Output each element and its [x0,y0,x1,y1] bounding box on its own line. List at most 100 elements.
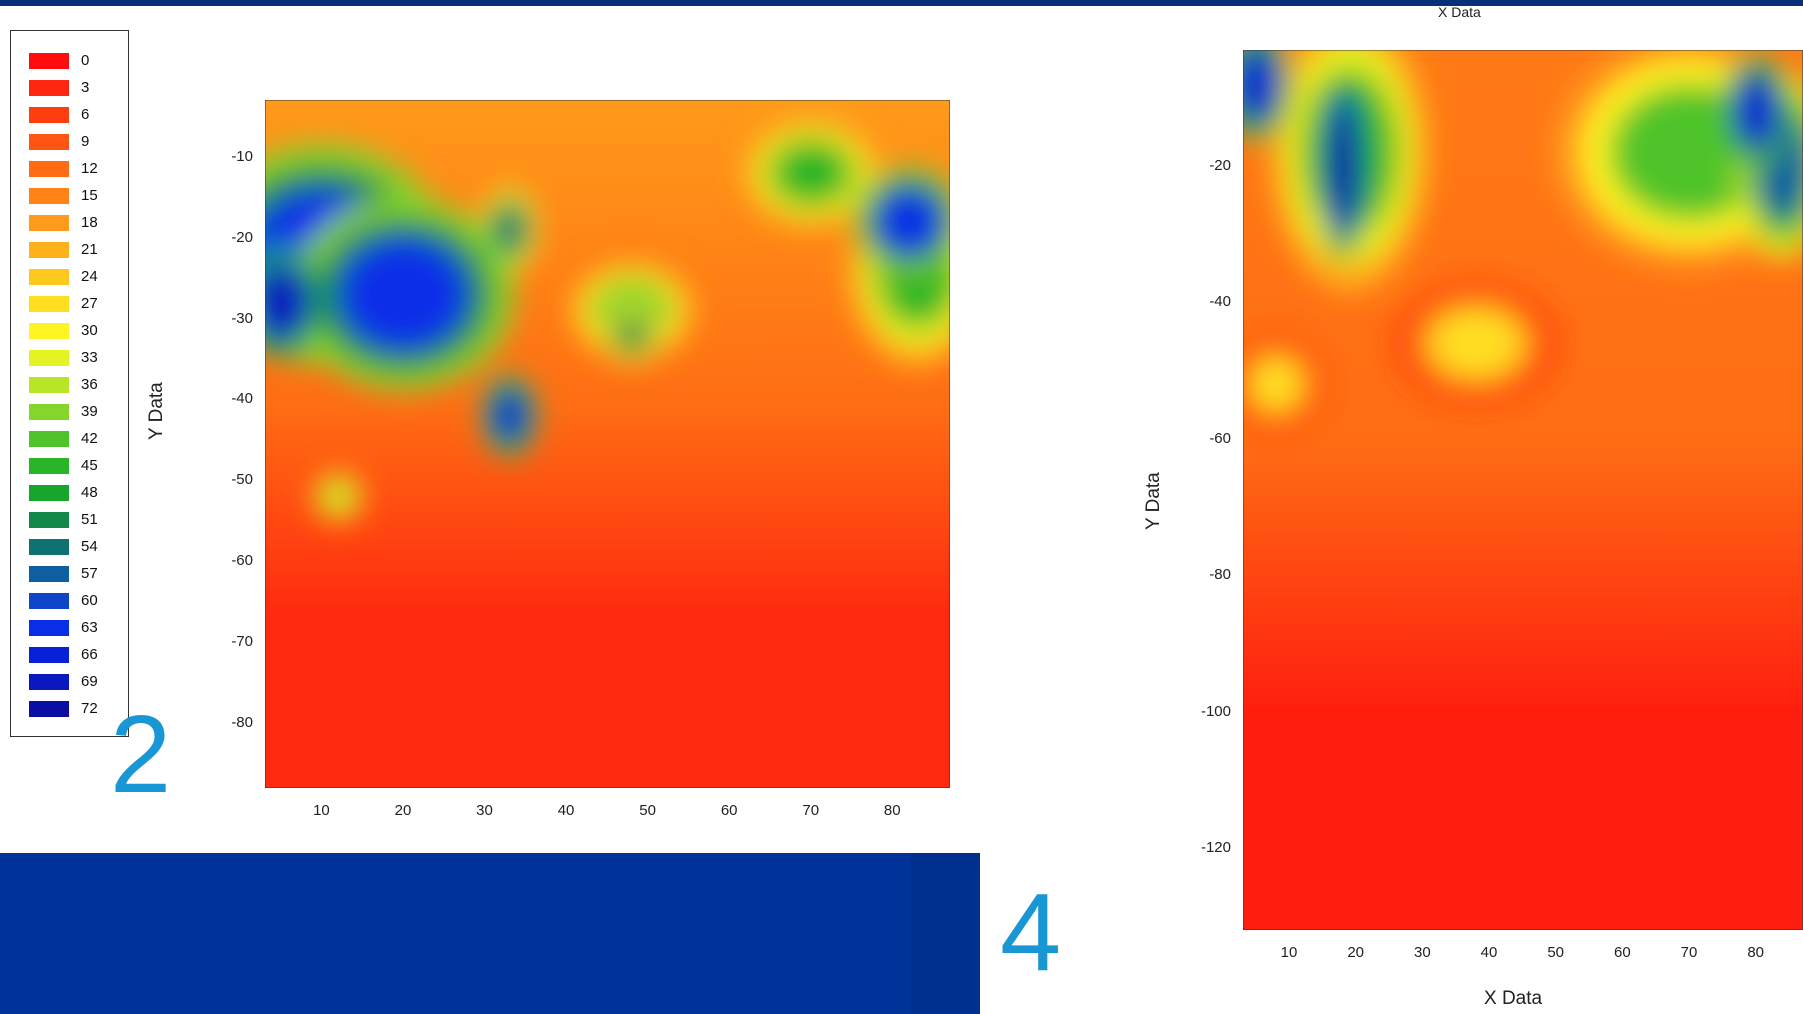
y-tick-label: -20 [1209,156,1231,174]
legend-swatch [29,593,69,609]
x-tick-label: 50 [1547,944,1565,961]
heatmap-hotspot [1736,77,1777,146]
legend-swatch [29,431,69,447]
x-tick-label: 70 [802,802,820,819]
heatmap-hotspot [322,480,355,513]
x-tick-label: 50 [639,802,656,819]
y-tick-label: -60 [231,552,253,570]
legend-item: 54 [29,537,129,557]
legend-label: 6 [81,106,90,123]
slide-number-4: 4 [1000,871,1062,994]
y-tick-label: -30 [231,309,253,327]
legend-item: 3 [29,78,129,98]
legend-item: 9 [29,132,129,152]
legend-item: 48 [29,483,129,503]
x-tick-label: 70 [1680,944,1698,961]
x-tick-label: 10 [1280,944,1298,961]
legend-swatch [29,80,69,96]
x-tick-label: 60 [720,802,738,819]
chart2-x-axis-title: X Data [1484,988,1543,1009]
y-tick-label: -10 [231,147,253,165]
legend-swatch [29,242,69,258]
legend-item: 39 [29,402,129,422]
legend-item: 66 [29,645,129,665]
legend-item: 24 [29,267,129,287]
legend-item: 63 [29,618,129,638]
heatmap-hotspot [1329,111,1357,221]
legend-swatch [29,566,69,582]
legend-item: 0 [29,51,129,71]
chart1-y-axis-title: Y Data [146,382,167,440]
legend-swatch [29,350,69,366]
legend-swatch [29,377,69,393]
legend-label: 36 [81,376,98,393]
legend-swatch [29,323,69,339]
legend-item: 36 [29,375,129,395]
legend-swatch [29,458,69,474]
legend-label: 9 [81,133,90,150]
x-tick-label: 30 [1414,944,1431,961]
y-tick-label: -40 [1209,293,1231,311]
legend-item: 21 [29,240,129,260]
chart2-y-axis-title: Y Data [1143,472,1164,530]
legend-label: 54 [81,538,98,555]
legend-label: 39 [81,403,98,420]
legend-label: 24 [81,268,98,285]
y-tick-label: -100 [1200,702,1231,720]
heatmap-hotspot [615,318,649,351]
legend-swatch [29,53,69,69]
legend-label: 72 [81,700,98,717]
legend-swatch [29,161,69,177]
legend-item: 72 [29,699,129,719]
legend-item: 42 [29,429,129,449]
band-shade [910,853,980,1014]
color-legend: 0 3 6 9 12 15 18 21 24 27 30 33 36 39 42 45 48 51 54 57 60 63… [10,30,129,737]
heatmap-hotspot [1249,356,1303,412]
legend-label: 33 [81,349,98,366]
heatmap-hotspot [876,189,942,254]
legend-swatch [29,404,69,420]
chart2-top-label: X Data [1438,4,1481,20]
x-tick-label: 80 [1747,944,1765,961]
legend-swatch [29,701,69,717]
y-tick-label: -80 [231,714,253,732]
y-tick-label: -50 [231,471,253,489]
legend-label: 57 [81,565,98,582]
legend-label: 69 [81,673,98,690]
x-tick-label: 40 [557,802,575,819]
legend-item: 45 [29,456,129,476]
top-accent-bar [0,0,1803,6]
y-tick-label: -80 [1209,566,1231,584]
legend-label: 27 [81,295,98,312]
legend-label: 48 [81,484,98,501]
legend-swatch [29,620,69,636]
legend-swatch [29,539,69,555]
legend-swatch [29,215,69,231]
legend-item: 33 [29,348,129,368]
heatmap-hotspot [493,391,526,440]
chart1-heatmap [265,100,950,788]
legend-item: 69 [29,672,129,692]
legend-item: 30 [29,321,129,341]
y-tick-label: -40 [231,390,253,408]
legend-item: 51 [29,510,129,530]
legend-label: 18 [81,214,98,231]
heatmap-hotspot [493,205,526,254]
heatmap-hotspot [265,269,306,335]
legend-swatch [29,485,69,501]
legend-swatch [29,107,69,123]
legend-label: 42 [81,430,98,447]
legend-swatch [29,512,69,528]
legend-swatch [29,647,69,663]
bottom-blue-band [0,853,980,1014]
legend-item: 57 [29,564,129,584]
legend-label: 60 [81,592,98,609]
legend-label: 12 [81,160,98,177]
x-tick-label: 20 [1347,944,1365,961]
legend-label: 63 [81,619,98,636]
x-tick-label: 80 [883,802,901,819]
heatmap-hotspot [338,237,469,351]
legend-swatch [29,269,69,285]
heatmap-hotspot [1429,309,1523,378]
legend-label: 51 [81,511,98,528]
